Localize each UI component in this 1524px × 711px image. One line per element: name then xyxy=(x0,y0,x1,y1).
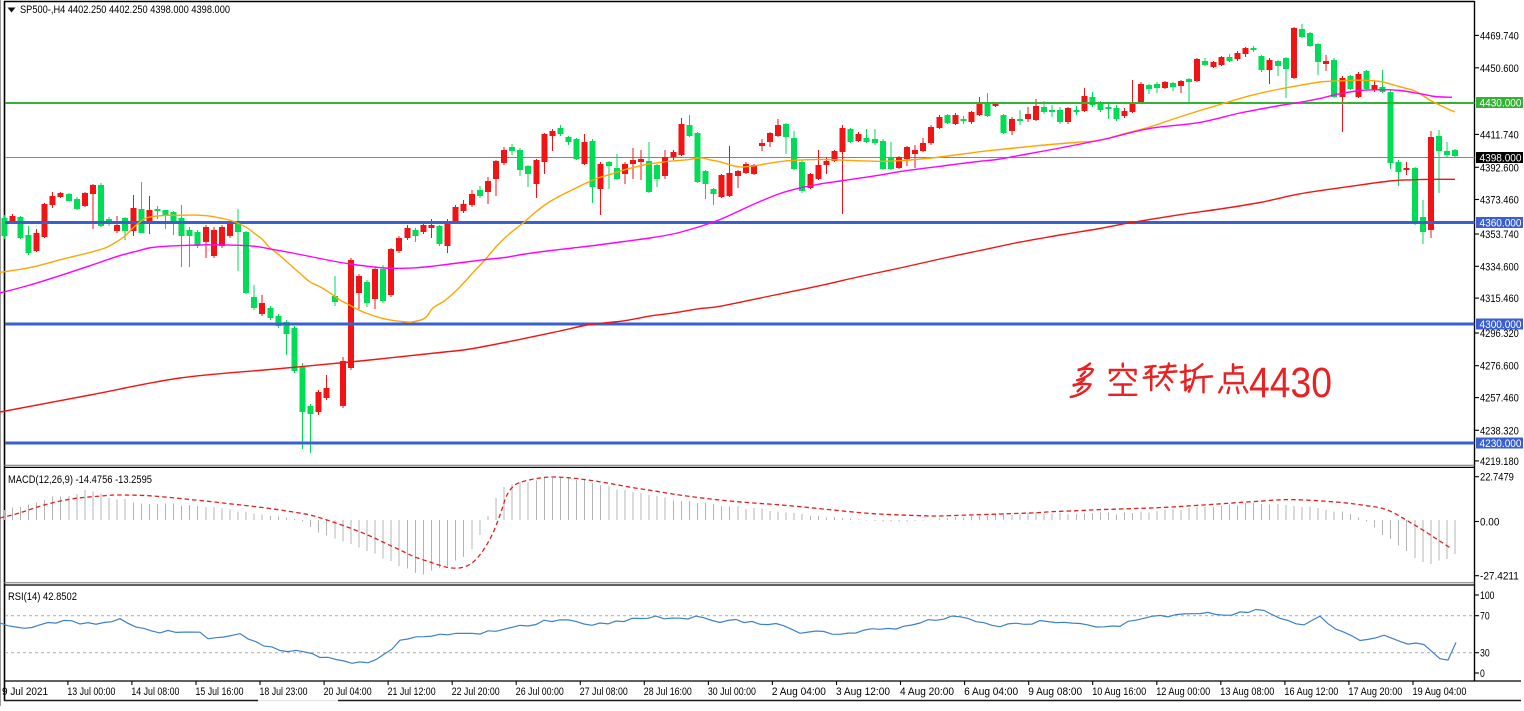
svg-text:4238.320: 4238.320 xyxy=(1480,425,1519,437)
svg-text:4315.460: 4315.460 xyxy=(1480,293,1519,305)
svg-text:28 Jul 16:00: 28 Jul 16:00 xyxy=(644,686,692,698)
svg-text:4469.740: 4469.740 xyxy=(1480,30,1519,42)
svg-text:4411.740: 4411.740 xyxy=(1480,129,1519,141)
svg-text:13 Aug 08:00: 13 Aug 08:00 xyxy=(1220,686,1274,698)
svg-text:4 Aug 20:00: 4 Aug 20:00 xyxy=(900,686,954,698)
svg-text:RSI(14) 42.8502: RSI(14) 42.8502 xyxy=(8,591,77,603)
svg-text:21 Jul 12:00: 21 Jul 12:00 xyxy=(388,686,436,698)
svg-text:4219.180: 4219.180 xyxy=(1480,456,1519,468)
svg-text:22 Jul 20:00: 22 Jul 20:00 xyxy=(452,686,500,698)
svg-text:4353.740: 4353.740 xyxy=(1480,229,1519,241)
svg-text:70: 70 xyxy=(1480,611,1490,623)
svg-text:18 Jul 23:00: 18 Jul 23:00 xyxy=(260,686,308,698)
svg-text:30: 30 xyxy=(1480,648,1490,660)
svg-text:14 Jul 08:00: 14 Jul 08:00 xyxy=(131,686,179,698)
svg-text:19 Aug 04:00: 19 Aug 04:00 xyxy=(1413,686,1467,698)
svg-text:4450.600: 4450.600 xyxy=(1480,63,1519,75)
svg-text:MACD(12,26,9) -14.4756 -13.259: MACD(12,26,9) -14.4756 -13.2595 xyxy=(8,474,152,486)
svg-text:30 Jul 00:00: 30 Jul 00:00 xyxy=(708,686,756,698)
svg-text:12 Aug 00:00: 12 Aug 00:00 xyxy=(1156,686,1210,698)
svg-text:4430.000: 4430.000 xyxy=(1480,98,1522,110)
svg-text:4230.000: 4230.000 xyxy=(1480,438,1522,450)
svg-text:-27.4211: -27.4211 xyxy=(1480,571,1519,583)
svg-text:4334.600: 4334.600 xyxy=(1480,261,1519,273)
svg-text:4392.600: 4392.600 xyxy=(1480,162,1519,174)
svg-text:SP500-,H4 4402.250 4402.250 4: SP500-,H4 4402.250 4402.250 4398.000 439… xyxy=(20,4,230,16)
svg-text:27 Jul 08:00: 27 Jul 08:00 xyxy=(580,686,628,698)
svg-text:6 Aug 04:00: 6 Aug 04:00 xyxy=(964,686,1018,698)
svg-text:4373.460: 4373.460 xyxy=(1480,195,1519,207)
svg-text:9 Jul 2021: 9 Jul 2021 xyxy=(2,686,48,698)
svg-text:17 Aug 20:00: 17 Aug 20:00 xyxy=(1348,686,1402,698)
svg-text:4296.320: 4296.320 xyxy=(1480,328,1519,340)
svg-text:13 Jul 00:00: 13 Jul 00:00 xyxy=(67,686,115,698)
svg-text:26 Jul 00:00: 26 Jul 00:00 xyxy=(516,686,564,698)
svg-text:100: 100 xyxy=(1480,590,1495,602)
svg-text:4360.000: 4360.000 xyxy=(1480,218,1522,230)
svg-text:4398.000: 4398.000 xyxy=(1480,153,1522,165)
svg-text:22.7479: 22.7479 xyxy=(1480,472,1514,484)
svg-text:4430: 4430 xyxy=(1249,359,1332,407)
svg-text:10 Aug 16:00: 10 Aug 16:00 xyxy=(1092,686,1146,698)
svg-text:9 Aug 08:00: 9 Aug 08:00 xyxy=(1028,686,1082,698)
svg-text:4257.460: 4257.460 xyxy=(1480,393,1519,405)
svg-text:15 Jul 16:00: 15 Jul 16:00 xyxy=(196,686,244,698)
svg-text:2 Aug 04:00: 2 Aug 04:00 xyxy=(772,686,826,698)
svg-text:0: 0 xyxy=(1480,668,1485,680)
svg-text:3 Aug 12:00: 3 Aug 12:00 xyxy=(836,686,890,698)
svg-text:4300.000: 4300.000 xyxy=(1480,319,1522,331)
svg-text:16 Aug 12:00: 16 Aug 12:00 xyxy=(1284,686,1338,698)
svg-text:4276.600: 4276.600 xyxy=(1480,361,1519,373)
svg-text:20 Jul 04:00: 20 Jul 04:00 xyxy=(324,686,372,698)
svg-text:0.00: 0.00 xyxy=(1480,517,1499,529)
